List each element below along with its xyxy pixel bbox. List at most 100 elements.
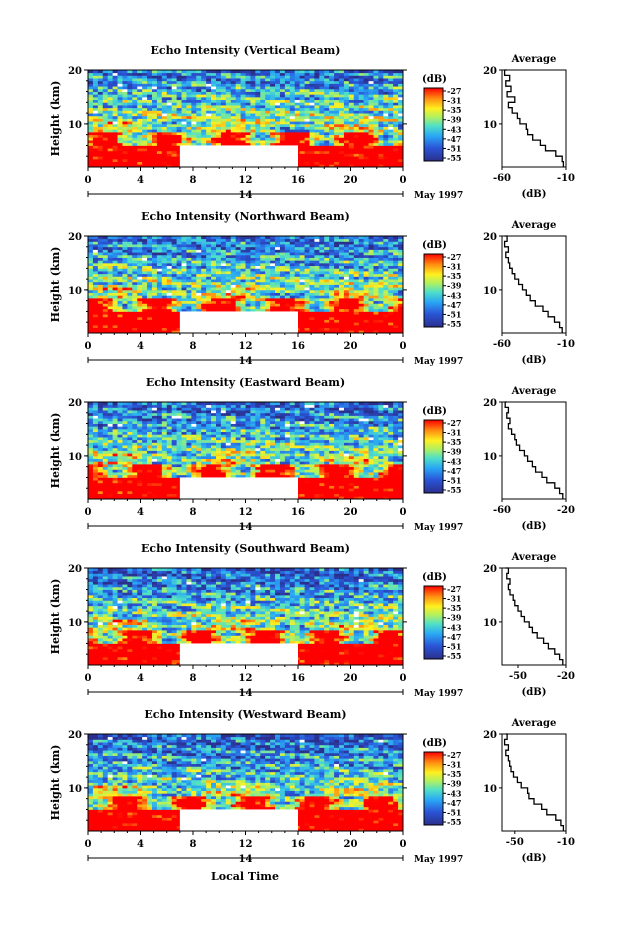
heatmap-cell — [161, 308, 168, 312]
heatmap-cell — [127, 330, 133, 334]
heatmap-cell — [117, 252, 123, 256]
heatmap-cell — [225, 86, 232, 90]
heatmap-cell — [358, 158, 365, 163]
heatmap-cell — [196, 88, 202, 92]
heatmap-cell — [334, 493, 340, 497]
heatmap-cell — [299, 96, 305, 101]
heatmap-cell — [329, 110, 335, 114]
x-tick-label: 16 — [291, 341, 305, 352]
heatmap-cell — [319, 140, 325, 144]
heatmap-cell — [127, 88, 133, 92]
heatmap-cell — [132, 78, 138, 82]
heatmap-cell — [363, 78, 369, 82]
heatmap-cell — [314, 158, 320, 163]
heatmap-cell — [142, 137, 148, 141]
heatmap-cell — [215, 105, 222, 109]
heatmap-cell — [314, 107, 320, 111]
heatmap-cell — [334, 107, 340, 111]
heatmap-cell — [398, 113, 404, 117]
heatmap-cell — [289, 273, 296, 277]
heatmap-cell — [319, 158, 325, 163]
heatmap-cell — [260, 126, 266, 130]
heatmap-cell — [230, 75, 237, 79]
heatmap-cell — [388, 327, 394, 331]
heatmap-cell — [147, 83, 153, 87]
heatmap-cell — [186, 279, 192, 283]
heatmap-cell — [151, 121, 158, 125]
heatmap-cell — [186, 102, 192, 106]
heatmap-cell — [319, 316, 325, 320]
heatmap-cell — [353, 142, 360, 146]
heatmap-cell — [127, 86, 133, 90]
heatmap-cell — [398, 316, 404, 320]
heatmap-cell — [294, 126, 301, 130]
heatmap-cell — [245, 86, 251, 90]
heatmap-cell — [339, 153, 345, 157]
heatmap-cell — [294, 118, 301, 122]
heatmap-cell — [309, 107, 315, 111]
heatmap-cell — [88, 490, 94, 495]
heatmap-cell — [393, 131, 399, 136]
heatmap-cell — [137, 137, 143, 141]
heatmap-cell — [132, 118, 138, 122]
heatmap-cell — [378, 238, 384, 242]
heatmap-cell — [373, 284, 379, 288]
heatmap-cell — [230, 115, 237, 119]
heatmap-cell — [334, 140, 340, 144]
heatmap-cell — [343, 72, 350, 76]
heatmap-cell — [279, 262, 286, 267]
heatmap-cell — [147, 99, 153, 103]
heatmap-cell — [156, 115, 163, 119]
heatmap-cell — [196, 70, 202, 74]
heatmap-cell — [122, 118, 128, 122]
heatmap-cell — [260, 115, 266, 119]
heatmap-cell — [324, 134, 330, 138]
heatmap-cell — [137, 284, 143, 288]
heatmap-cell — [196, 273, 202, 277]
heatmap-cell — [211, 126, 217, 130]
heatmap-cell — [151, 260, 158, 264]
heatmap-cell — [92, 493, 99, 497]
heatmap-cell — [147, 150, 153, 154]
heatmap-cell — [358, 105, 365, 109]
heatmap-cell — [343, 330, 350, 334]
heatmap-cell — [151, 287, 158, 291]
heatmap-cell — [230, 70, 237, 74]
heatmap-cell — [270, 80, 276, 84]
heatmap-cell — [284, 276, 291, 280]
heatmap-cell — [329, 156, 335, 160]
heatmap-cell — [279, 289, 286, 293]
heatmap-cell — [176, 322, 182, 326]
heatmap-cell — [319, 107, 325, 111]
heatmap-cell — [373, 303, 379, 307]
heatmap-cell — [319, 70, 325, 74]
heatmap-cell — [378, 131, 384, 136]
heatmap-cell — [137, 94, 143, 98]
heatmap-cell — [225, 121, 232, 125]
heatmap-cell — [353, 292, 360, 296]
heatmap-cell — [334, 134, 340, 138]
heatmap-cell — [191, 273, 197, 277]
heatmap-cell — [319, 303, 325, 307]
heatmap-cell — [294, 137, 301, 141]
heatmap-cell — [137, 72, 143, 76]
heatmap-cell — [398, 292, 404, 296]
heatmap-cell — [225, 295, 232, 299]
heatmap-cell — [363, 292, 369, 296]
heatmap-cell — [324, 279, 330, 283]
heatmap-cell — [88, 257, 94, 261]
heatmap-cell — [156, 238, 163, 242]
heatmap-cell — [206, 246, 212, 250]
heatmap-cell — [343, 490, 350, 495]
heatmap-cell — [211, 94, 217, 98]
heatmap-cell — [368, 72, 374, 76]
heatmap-cell — [201, 129, 207, 133]
heatmap-cell — [334, 80, 340, 84]
heatmap-cell — [117, 150, 123, 154]
heatmap-cell — [363, 91, 369, 95]
heatmap-cell — [151, 496, 158, 500]
heatmap-cell — [147, 257, 153, 261]
heatmap-cell — [176, 153, 182, 157]
heatmap-cell — [255, 268, 261, 272]
heatmap-cell — [240, 292, 246, 296]
